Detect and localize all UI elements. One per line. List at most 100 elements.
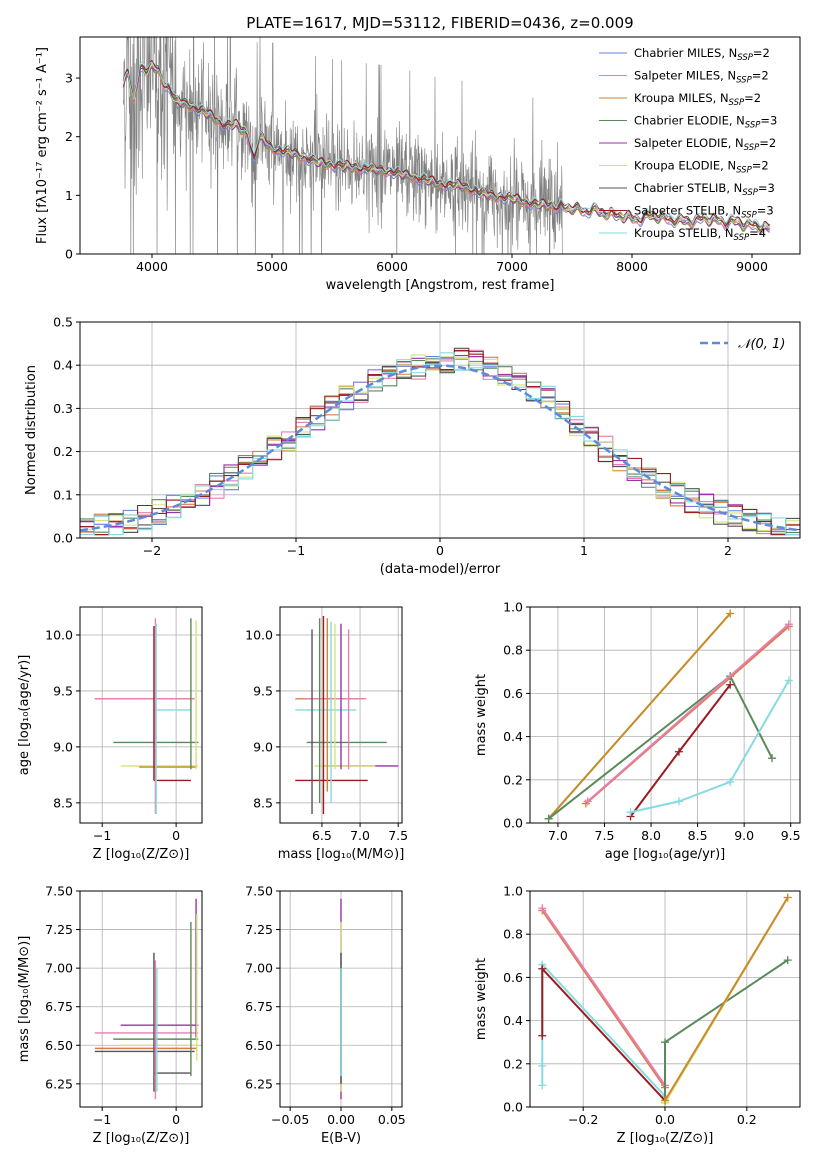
x-tick-label: 0 (436, 543, 444, 558)
y-tick-label: 7.50 (245, 884, 273, 899)
x-tick-label: 7.0 (350, 828, 370, 843)
y-tick-label: 6.75 (245, 999, 273, 1014)
chart-mass-weight-vs-age: 7.0 7.5 8.0 8.5 9.0 9.5 0.0 0.2 0.4 0.6 0.8 1.0 age … (474, 600, 801, 863)
plot-area (538, 893, 792, 1107)
y-tick-label: 0.2 (53, 444, 73, 459)
y-tick-label: 0.0 (503, 1100, 523, 1115)
y-tick-label: 9.0 (53, 739, 73, 754)
axes-frame (79, 36, 801, 255)
data-point (783, 893, 792, 902)
x-tick-label: 7.0 (548, 828, 568, 843)
y-tick-label: 0.0 (503, 816, 523, 831)
data-point (538, 1061, 547, 1070)
legend-label: Kroupa MILES, NSSP=2 (634, 91, 761, 108)
x-tick-label: 0.0 (655, 1112, 675, 1127)
x-tick-label: 6.5 (312, 828, 332, 843)
x-tick-label: 0 (172, 828, 180, 843)
y-tick-label: 0.6 (503, 686, 523, 701)
x-tick-label: 1 (580, 543, 588, 558)
y-tick-label: 0.2 (503, 772, 523, 787)
x-axis-label: Z [log₁₀(Z/Z⊙)] (93, 847, 190, 862)
y-tick-label: 1.0 (503, 600, 523, 615)
legend-label: Kroupa ELODIE, NSSP=2 (634, 159, 769, 176)
series-line (548, 674, 773, 820)
y-axis-label: mass [log₁₀(M/M⊙)] (17, 936, 32, 1063)
axes-frame (79, 606, 203, 824)
y-tick-label: 7.00 (245, 961, 273, 976)
series-line (547, 612, 731, 820)
x-tick-label: 4000 (136, 259, 168, 274)
plot-area (544, 609, 793, 823)
legend-label: Chabrier MILES, NSSP=2 (634, 46, 770, 63)
model-spectrum (122, 60, 770, 231)
y-tick-label: 0.2 (503, 1056, 523, 1071)
series-line (630, 679, 790, 814)
series-line (587, 623, 790, 803)
x-axis-label: E(B-V) (321, 1131, 361, 1146)
plot-area (122, 37, 771, 254)
x-tick-label: −1 (287, 543, 305, 558)
x-tick-label: 0.2 (737, 1112, 757, 1127)
legend-label: Kroupa STELIB, NSSP=4 (634, 226, 766, 243)
plot-area (80, 347, 800, 536)
y-tick-label: 10.0 (45, 627, 73, 642)
observed-spectrum (122, 37, 563, 254)
x-axis-label: age [log₁₀(age/yr)] (605, 847, 726, 862)
series-line (664, 896, 789, 1102)
y-tick-label: 8.5 (253, 795, 273, 810)
data-point (661, 1096, 669, 1105)
x-tick-label: −1 (93, 828, 111, 843)
legend-label: Salpeter STELIB, NSSP=3 (634, 204, 774, 221)
data-point (768, 754, 777, 763)
x-tick-label: −0.2 (568, 1112, 598, 1127)
data-point (674, 747, 683, 756)
legend-label: Chabrier ELODIE, NSSP=3 (634, 114, 777, 131)
y-tick-label: 0.8 (503, 927, 523, 942)
plot-area (94, 898, 199, 1100)
x-tick-label: 8.0 (641, 828, 661, 843)
y-tick-label: 6.50 (45, 1038, 73, 1053)
x-axis-label: Z [log₁₀(Z/Z⊙)] (93, 1131, 190, 1146)
y-axis-label: mass weight (474, 674, 489, 756)
model-spectrum (122, 59, 771, 228)
x-axis-label: (data-model)/error (380, 562, 501, 577)
data-point (538, 964, 547, 973)
legend-label: 𝒩(0, 1) (738, 337, 785, 352)
data-point (784, 620, 793, 629)
y-tick-label: 0.4 (503, 729, 523, 744)
x-tick-label: 7.5 (388, 828, 408, 843)
data-point (726, 777, 735, 786)
histogram-series (80, 349, 800, 536)
x-tick-label: 0.00 (327, 1112, 355, 1127)
plot-area (295, 615, 399, 815)
y-tick-label: 0.4 (53, 358, 73, 373)
series-line (541, 961, 666, 1097)
x-axis-label: wavelength [Angstrom, rest frame] (326, 278, 555, 293)
y-tick-label: 0.8 (503, 643, 523, 658)
x-tick-label: −2 (143, 543, 161, 558)
y-tick-label: 7.00 (45, 961, 73, 976)
x-tick-label: 0.05 (378, 1112, 406, 1127)
x-tick-label: 9000 (736, 259, 768, 274)
legend-label: Salpeter MILES, NSSP=2 (634, 69, 769, 86)
data-point (784, 676, 793, 685)
legend: 𝒩(0, 1) (700, 337, 785, 352)
y-tick-label: 9.0 (253, 739, 273, 754)
y-axis-label: mass weight (474, 958, 489, 1040)
y-tick-label: 7.25 (45, 922, 73, 937)
chart-spectrum: 4000 5000 6000 7000 8000 9000 0 1 2 3 wavelength [… (35, 36, 801, 293)
x-tick-label: −0.05 (271, 1112, 309, 1127)
x-tick-label: −1 (93, 1112, 111, 1127)
axes-frame (79, 890, 203, 1108)
data-point (661, 1038, 669, 1047)
y-tick-label: 6.50 (245, 1038, 273, 1053)
plot-area (94, 618, 199, 815)
series-line (541, 909, 666, 1089)
y-tick-label: 1 (65, 188, 73, 203)
data-point (538, 904, 547, 913)
data-point (726, 680, 735, 689)
data-point (538, 1081, 547, 1090)
y-tick-label: 9.5 (253, 683, 273, 698)
y-tick-label: 3 (65, 71, 73, 86)
